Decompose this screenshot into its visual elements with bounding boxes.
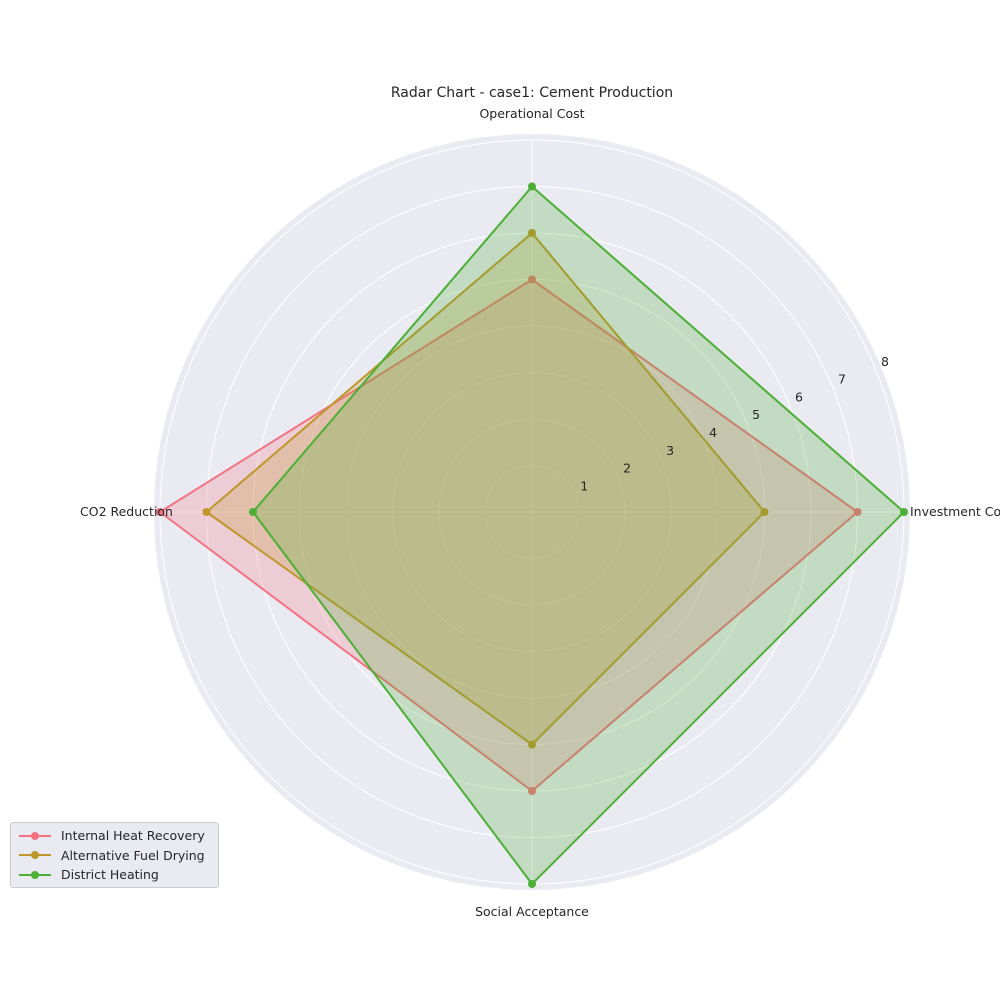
legend-swatch: [17, 869, 53, 881]
radial-tick-label: 3: [666, 443, 674, 458]
data-point: [528, 740, 536, 749]
radial-tick-label: 6: [795, 389, 803, 404]
legend: Internal Heat Recovery Alternative Fuel D…: [10, 822, 219, 888]
radar-series: [156, 182, 908, 888]
axis-label: Investment Cost: [910, 504, 1000, 519]
data-point: [528, 880, 536, 888]
legend-item: District Heating: [17, 865, 218, 885]
data-point: [528, 787, 536, 795]
series-fill: [206, 233, 765, 745]
axis-label: Social Acceptance: [475, 904, 589, 919]
axis-label: Operational Cost: [479, 106, 584, 121]
legend-item: Alternative Fuel Drying: [17, 846, 218, 866]
data-point: [528, 275, 536, 284]
data-point: [249, 508, 257, 516]
legend-swatch: [17, 830, 53, 842]
legend-label: District Heating: [61, 867, 159, 883]
legend-label: Alternative Fuel Drying: [61, 847, 205, 863]
data-point: [156, 508, 164, 516]
legend-label: Internal Heat Recovery: [61, 828, 205, 844]
series-fill: [160, 279, 858, 791]
series-fill: [253, 186, 904, 884]
radial-tick-label: 1: [580, 478, 588, 493]
radial-tick-label: 4: [709, 425, 717, 440]
legend-swatch: [17, 849, 53, 861]
data-point: [900, 508, 908, 516]
legend-item: Internal Heat Recovery: [17, 826, 218, 846]
radial-tick-label: 5: [752, 407, 760, 422]
data-point: [528, 229, 536, 237]
radial-tick-label: 7: [838, 372, 846, 387]
data-point: [528, 182, 536, 191]
data-point: [760, 508, 769, 516]
data-point: [853, 508, 862, 516]
data-point: [202, 508, 211, 516]
axis-label: CO2 Reduction: [80, 504, 173, 519]
radial-tick-label: 8: [881, 354, 889, 369]
radial-tick-label: 2: [623, 461, 631, 476]
chart-title: Radar Chart - case1: Cement Production: [391, 85, 673, 101]
radar-labels: Investment Cost Operational Cost CO2 Reduc…: [80, 106, 1000, 919]
